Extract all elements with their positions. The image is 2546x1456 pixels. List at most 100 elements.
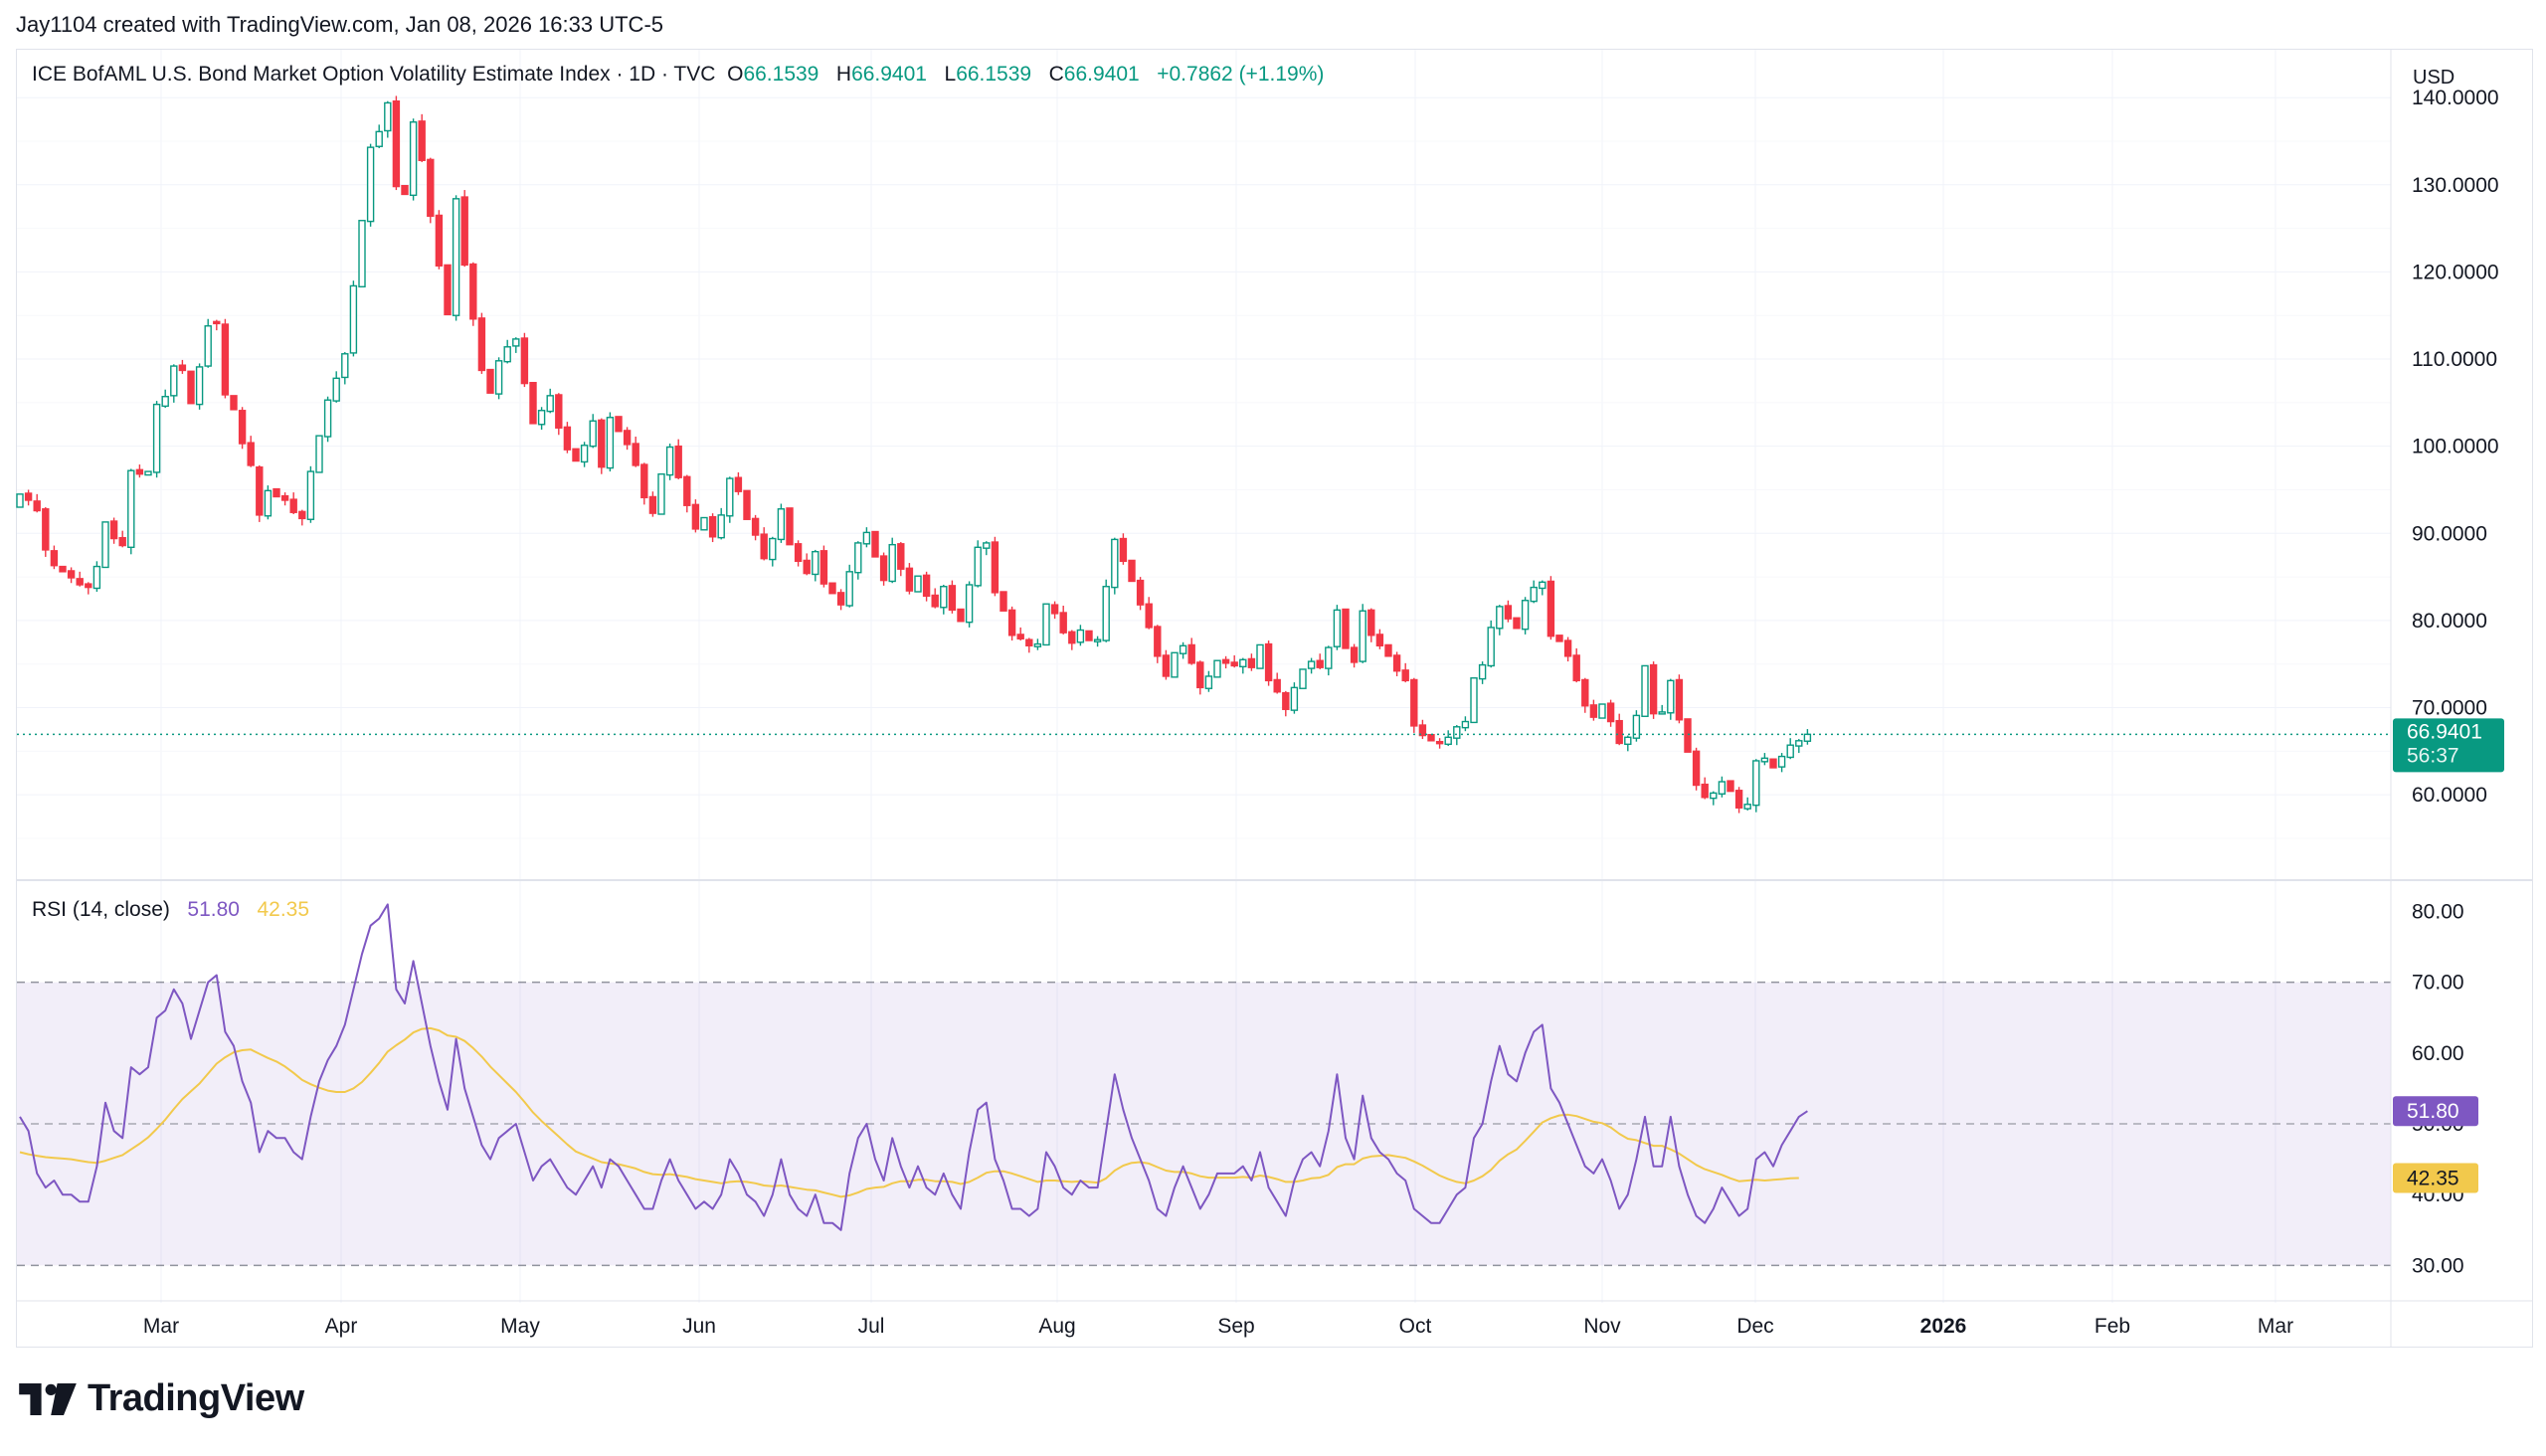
- candle-body: [1478, 663, 1487, 680]
- legend-open-label: O: [727, 63, 744, 86]
- candle-body: [1701, 783, 1709, 799]
- chart-frame: [16, 49, 2533, 1348]
- candle-body: [1384, 643, 1392, 657]
- candle-body: [1418, 724, 1427, 737]
- candle-body: [1743, 804, 1751, 810]
- candle-body: [280, 494, 289, 501]
- candle-body: [204, 325, 212, 367]
- candle-body: [256, 465, 264, 516]
- candle-body: [751, 517, 760, 536]
- candle-body: [803, 559, 811, 575]
- candle-body: [786, 507, 794, 546]
- candle-body: [854, 542, 862, 574]
- candle-body: [444, 264, 452, 316]
- candle-body: [289, 498, 297, 513]
- candle-body: [1392, 654, 1401, 672]
- price-axis-label: 80.0000: [2412, 610, 2487, 633]
- candle-body: [1769, 758, 1777, 769]
- legend-low-label: L: [944, 63, 957, 86]
- price-axis-label: 60.0000: [2412, 784, 2487, 807]
- candle-body: [1068, 631, 1076, 644]
- rsi-legend-ma-value: 42.35: [257, 898, 310, 921]
- candle-body: [33, 500, 41, 512]
- candle-body: [537, 410, 546, 426]
- candle-body: [648, 495, 657, 514]
- rsi-legend[interactable]: RSI (14, close) 51.80 42.35: [32, 898, 309, 922]
- candle-body: [195, 366, 204, 406]
- candle-body: [1136, 579, 1145, 606]
- candle-body: [760, 533, 768, 560]
- candle-body: [717, 514, 725, 539]
- time-axis-label: May: [500, 1315, 540, 1338]
- tradingview-brand[interactable]: TradingView: [18, 1377, 304, 1420]
- candle-body: [1230, 661, 1238, 667]
- candle-body: [1162, 654, 1171, 677]
- candle-body: [349, 284, 358, 354]
- candle-body: [657, 472, 665, 515]
- candle-body: [392, 99, 401, 188]
- candle-body: [1786, 744, 1794, 759]
- candle-body: [777, 508, 786, 541]
- chart-credit: Jay1104 created with TradingView.com, Ja…: [16, 12, 664, 37]
- candle-body: [1760, 757, 1769, 763]
- candle-body: [512, 338, 520, 347]
- candle-body: [1179, 644, 1187, 654]
- candle-body: [1795, 740, 1803, 747]
- candle-body: [1410, 678, 1418, 727]
- candle-body: [460, 196, 468, 267]
- candle-body: [50, 550, 59, 567]
- time-axis-label: Oct: [1399, 1315, 1432, 1338]
- candle-body: [1033, 642, 1042, 647]
- legend-change: +0.7862 (+1.19%): [1157, 63, 1325, 86]
- rsi-legend-label: RSI (14, close): [32, 898, 170, 921]
- tradingview-logo-icon: [19, 1382, 77, 1415]
- candle-body: [743, 489, 751, 520]
- candle-body: [1264, 642, 1273, 682]
- candle-body: [1444, 736, 1452, 746]
- labels-layer: 140.0000 130.0000 120.0000 110.0000 100.0000…: [143, 87, 2504, 1338]
- candle-body: [1025, 638, 1033, 647]
- candle-body: [598, 419, 606, 468]
- candle-body: [726, 477, 734, 517]
- candle-body: [1359, 610, 1366, 662]
- candle-body: [401, 184, 409, 196]
- candle-body: [427, 158, 435, 218]
- candle-body: [1684, 718, 1692, 753]
- candle-body: [178, 364, 187, 372]
- candle-body: [931, 594, 939, 608]
- candle-body: [1128, 559, 1136, 583]
- candle-body: [109, 520, 118, 540]
- candle-body: [1350, 646, 1359, 663]
- time-axis-label: Sep: [1217, 1315, 1254, 1338]
- rsi-ma-tag: [2393, 1163, 2478, 1193]
- rsi-value-tag-text: 51.80: [2407, 1100, 2459, 1123]
- candle-body: [1204, 675, 1213, 689]
- candle-body: [503, 346, 511, 363]
- candle-body: [1658, 711, 1666, 715]
- candle-body: [828, 582, 836, 595]
- candle-body: [520, 337, 529, 385]
- legend-open-value: 66.1539: [743, 63, 819, 86]
- candle-body: [819, 550, 828, 585]
- candle-body: [1111, 538, 1119, 589]
- candle-body: [118, 536, 126, 547]
- candle-body: [606, 417, 615, 469]
- candle-body: [1521, 600, 1530, 631]
- legend-high-label: H: [835, 63, 852, 86]
- candle-body: [85, 583, 92, 589]
- time-axis-label: Jul: [858, 1315, 885, 1338]
- candle-body: [983, 542, 991, 549]
- candle-body: [1563, 639, 1572, 657]
- candle-body: [409, 121, 418, 197]
- candle-body: [683, 475, 691, 506]
- candle-body: [477, 317, 486, 372]
- currency-button[interactable]: USD: [2413, 67, 2455, 89]
- time-axis-label: Mar: [143, 1315, 179, 1338]
- candle-body: [1196, 661, 1204, 689]
- price-legend[interactable]: ICE BofAML U.S. Bond Market Option Volat…: [32, 63, 1324, 87]
- candle-body: [665, 446, 674, 476]
- candle-body: [580, 445, 589, 463]
- grid-layer: [17, 50, 2391, 1303]
- candle-body: [1007, 609, 1016, 637]
